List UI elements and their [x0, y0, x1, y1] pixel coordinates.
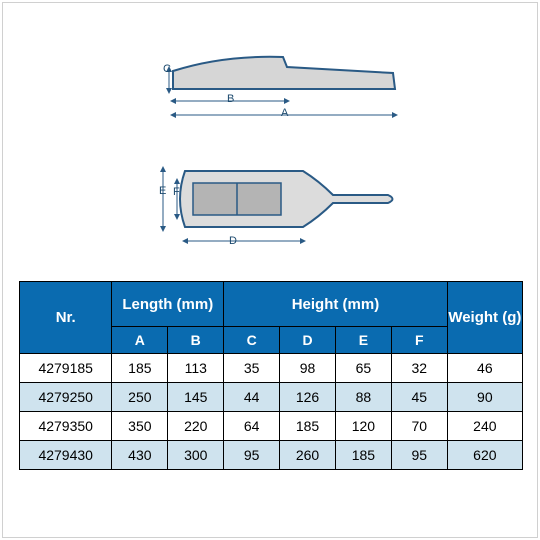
cell: 45	[391, 383, 447, 412]
col-a: A	[112, 327, 168, 354]
col-length: Length (mm)	[112, 282, 224, 327]
cell: 260	[280, 441, 336, 470]
cell: 250	[112, 383, 168, 412]
cell: 300	[168, 441, 224, 470]
cell: 185	[335, 441, 391, 470]
cell: 95	[224, 441, 280, 470]
col-weight: Weight (g)	[447, 282, 522, 354]
dim-label-a: A	[281, 107, 288, 119]
cell: 32	[391, 354, 447, 383]
cell: 430	[112, 441, 168, 470]
cell: 64	[224, 412, 280, 441]
technical-diagram: C B A EF D	[153, 41, 413, 271]
cell: 88	[335, 383, 391, 412]
col-f: F	[391, 327, 447, 354]
table-row: 42791851851133598653246	[20, 354, 523, 383]
cell: 46	[447, 354, 522, 383]
cell: 126	[280, 383, 336, 412]
dim-label-b: B	[227, 93, 234, 105]
dim-label-c: C	[163, 63, 171, 75]
cell: 90	[447, 383, 522, 412]
cell: 113	[168, 354, 224, 383]
cell: 4279430	[20, 441, 112, 470]
table-row: 42794304303009526018595620	[20, 441, 523, 470]
spec-table-header: Nr. Length (mm) Height (mm) Weight (g) A…	[20, 282, 523, 354]
dim-label-d: D	[229, 235, 237, 247]
spec-table-body: 4279185185113359865324642792502501454412…	[20, 354, 523, 470]
cell: 70	[391, 412, 447, 441]
cell: 240	[447, 412, 522, 441]
col-height: Height (mm)	[224, 282, 448, 327]
cell: 145	[168, 383, 224, 412]
col-d: D	[280, 327, 336, 354]
col-e: E	[335, 327, 391, 354]
cell: 35	[224, 354, 280, 383]
page-canvas: CBAEFD Nr. Length (mm) Height (mm) Weigh…	[2, 2, 538, 538]
cell: 185	[112, 354, 168, 383]
cell: 4279350	[20, 412, 112, 441]
cell: 620	[447, 441, 522, 470]
cell: 65	[335, 354, 391, 383]
cell: 4279185	[20, 354, 112, 383]
cell: 44	[224, 383, 280, 412]
col-b: B	[168, 327, 224, 354]
cell: 98	[280, 354, 336, 383]
cell: 220	[168, 412, 224, 441]
spec-table: Nr. Length (mm) Height (mm) Weight (g) A…	[19, 281, 523, 470]
table-row: 42793503502206418512070240	[20, 412, 523, 441]
diagram-svg	[153, 41, 413, 271]
col-nr: Nr.	[20, 282, 112, 354]
cell: 185	[280, 412, 336, 441]
col-c: C	[224, 327, 280, 354]
table-row: 427925025014544126884590	[20, 383, 523, 412]
cell: 95	[391, 441, 447, 470]
cell: 4279250	[20, 383, 112, 412]
dim-label-e: E	[159, 185, 166, 197]
cell: 120	[335, 412, 391, 441]
cell: 350	[112, 412, 168, 441]
dim-label-f: F	[173, 186, 180, 198]
